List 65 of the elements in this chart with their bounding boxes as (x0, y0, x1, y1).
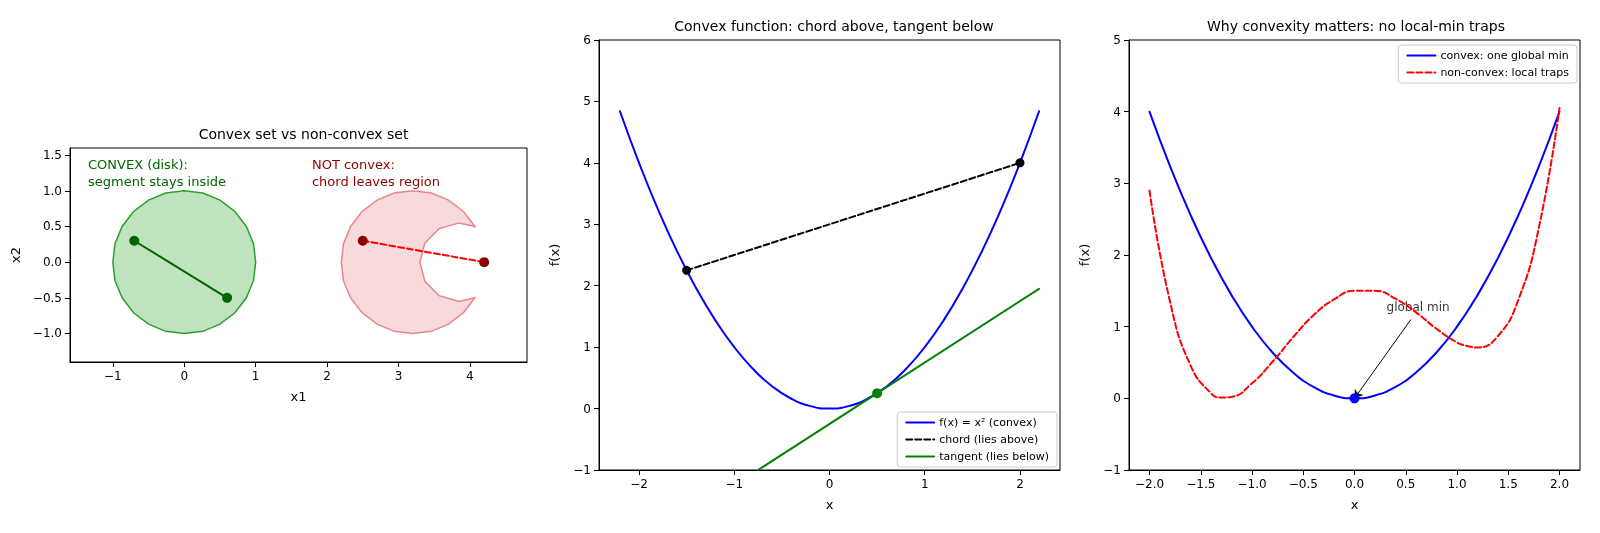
x-tick-label: 3 (394, 369, 403, 383)
x-tick-label: −2 (630, 477, 648, 491)
x-tick-label: −1.0 (1237, 477, 1267, 491)
x-tick-label: 1 (251, 369, 260, 383)
annotation: NOT convex: chord leaves region (311, 157, 441, 189)
x-tick-label: 0.5 (1396, 477, 1416, 491)
y-axis-title: x2 (7, 247, 23, 263)
y-tick-label: −1 (1103, 463, 1121, 477)
y-axis-title: f(x) (1077, 243, 1092, 267)
y-tick-label: 4 (1113, 104, 1121, 119)
y-tick-label: 5 (583, 94, 591, 109)
legend-label: f(x) = x² (convex) (939, 416, 1037, 429)
y-tick-label: 0 (583, 401, 591, 416)
y-tick-label: −1.0 (32, 326, 62, 341)
x-tick-label: 0 (180, 369, 189, 383)
x-tick-label: −2.0 (1134, 477, 1165, 491)
y-tick-label: −1 (573, 463, 591, 477)
point (222, 292, 233, 303)
x-tick-label: 1.5 (1498, 477, 1518, 491)
point (479, 257, 490, 268)
chart-title: Convex set vs non-convex set (198, 126, 409, 142)
chart-title: Convex function: chord above, tangent below (674, 18, 994, 34)
x-tick-label: −1.5 (1186, 477, 1216, 491)
x-tick-label: 1.0 (1447, 477, 1467, 491)
chart-title: Why convexity matters: no local-min traps (1206, 18, 1506, 34)
y-tick-label: 6 (583, 33, 591, 47)
x-tick-label: 0.0 (1344, 477, 1365, 491)
y-axis-title: f(x) (547, 243, 562, 267)
y-tick-label: 0.5 (42, 219, 62, 234)
legend-label: convex: one global min (1440, 49, 1569, 62)
point (682, 265, 692, 275)
y-tick-label: 1 (583, 340, 591, 355)
y-tick-label: 0 (1113, 391, 1121, 406)
annotation: CONVEX (disk): segment stays inside (88, 157, 227, 189)
x-tick-label: 1 (920, 477, 929, 491)
x-tick-label: 2 (1016, 477, 1024, 491)
y-tick-label: 1.0 (42, 183, 62, 198)
y-tick-label: 2 (583, 278, 591, 293)
x-tick-label: −0.5 (1288, 477, 1318, 491)
y-tick-label: 3 (583, 217, 591, 232)
y-tick-label: 4 (583, 155, 591, 170)
line-series (618, 110, 1041, 410)
y-tick-label: 1 (1113, 319, 1121, 334)
x-tick-label: 4 (466, 369, 474, 383)
legend-label: non-convex: local traps (1440, 66, 1570, 79)
x-tick-label: −1 (103, 369, 122, 383)
y-tick-label: −0.5 (32, 290, 62, 305)
point (357, 235, 368, 246)
point (129, 235, 140, 246)
legend-label: chord (lies above) (939, 433, 1039, 446)
x-axis-title: x (825, 497, 834, 512)
x-tick-label: 2.0 (1549, 477, 1570, 491)
y-tick-label: 2 (1113, 248, 1121, 262)
x-axis-title: x1 (290, 389, 307, 404)
point (872, 388, 883, 399)
x-tick-label: 2 (323, 369, 331, 383)
y-tick-label: 3 (1113, 176, 1121, 191)
x-tick-label: 0 (825, 477, 834, 491)
y-tick-label: 5 (1113, 33, 1121, 47)
legend-label: tangent (lies below) (939, 450, 1049, 463)
y-tick-label: 0.0 (42, 255, 62, 270)
x-axis-title: x (1350, 497, 1359, 512)
point (1015, 158, 1025, 168)
x-tick-label: −1 (725, 477, 744, 491)
y-tick-label: 1.5 (42, 148, 62, 163)
